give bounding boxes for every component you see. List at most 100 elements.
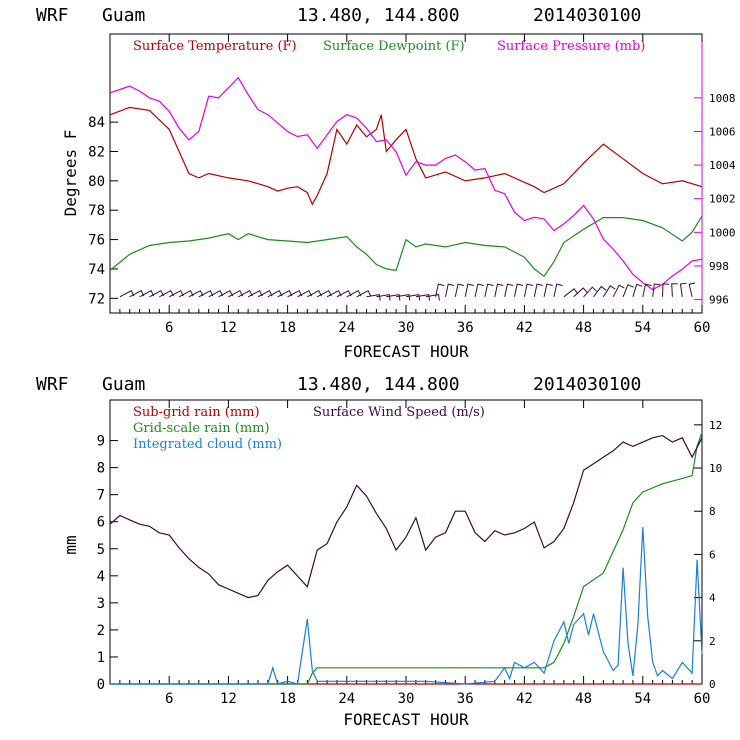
y-tick-label: 80: [88, 174, 105, 190]
precipitation-panel: WRF Guam 13.480, 144.800 2014030100 6 12 1…: [36, 374, 722, 729]
pressure-line: [109, 76, 703, 291]
x-tick-label: 42: [516, 320, 533, 336]
wind-barb: [573, 287, 588, 298]
panel2-init-label: 2014030100: [533, 374, 641, 395]
panel2-y2-ticks: 0 2 4 6 8 10 12: [694, 419, 722, 691]
panel2-site-label: Guam: [102, 374, 145, 395]
wind-barb: [307, 290, 322, 298]
wind-barb: [316, 290, 332, 298]
x-tick-label: 48: [575, 320, 592, 336]
x-tick-label: 60: [694, 320, 711, 336]
wind-barb: [563, 288, 579, 298]
y2-tick-label: 1006: [709, 125, 736, 138]
y-tick-label: 82: [88, 144, 105, 160]
wind-barb: [464, 283, 474, 297]
wind-barb: [178, 290, 194, 298]
panel1-x-ticks: 6 12 18 24 30 36 42 48 54 60: [119, 34, 711, 336]
wind-barb: [247, 290, 263, 298]
panel2-y-axis-label: mm: [61, 535, 80, 554]
panel1-model-label: WRF: [36, 5, 69, 26]
y-tick-label: 76: [88, 233, 105, 249]
panel1-coords-label: 13.480, 144.800: [297, 5, 460, 26]
y-tick-label: 8: [97, 461, 105, 477]
wind-barb: [257, 290, 273, 298]
wind-barb: [346, 290, 362, 298]
wind-barb: [642, 283, 652, 297]
panel1-y-axis-label: Degrees F: [61, 130, 80, 217]
wind-barb: [326, 290, 342, 298]
wind-barb: [632, 283, 643, 297]
y2-tick-label: 2: [709, 635, 716, 648]
legend-gridscale-rain: Grid-scale rain (mm): [133, 421, 270, 436]
gridscale-rain-line: [110, 432, 703, 685]
y-tick-label: 6: [97, 515, 105, 531]
x-tick-label: 18: [279, 320, 296, 336]
wind-barb: [533, 283, 543, 297]
y-tick-label: 7: [97, 488, 105, 504]
x-tick-label: 6: [165, 691, 173, 707]
panel2-x-ticks: 6 12 18 24 30 36 42 48 54 60: [119, 400, 711, 707]
dewpoint-line: [109, 215, 703, 278]
y-tick-label: 0: [97, 677, 105, 693]
y-tick-label: 1: [97, 650, 105, 666]
wind-barb: [445, 283, 455, 297]
wind-barb: [405, 294, 421, 301]
wind-barb: [238, 290, 253, 298]
y-tick-label: 4: [97, 569, 105, 585]
wind-barb: [679, 282, 687, 297]
legend-integrated-cloud: Integrated cloud (mm): [133, 437, 282, 452]
x-tick-label: 24: [338, 691, 355, 707]
x-tick-label: 60: [694, 691, 711, 707]
legend-wind-speed: Surface Wind Speed (m/s): [313, 405, 485, 420]
wind-barb: [287, 290, 303, 298]
temperature-line: [109, 106, 703, 206]
wind-barb: [612, 284, 625, 298]
wind-barb: [474, 283, 484, 297]
y2-tick-label: 6: [709, 548, 716, 561]
wind-barb: [267, 290, 283, 298]
y2-tick-label: 1004: [709, 159, 736, 172]
y-tick-label: 78: [88, 203, 105, 219]
wind-barb: [277, 290, 293, 298]
wind-barb: [297, 290, 313, 298]
wind-speed-line: [109, 434, 703, 599]
x-tick-label: 6: [165, 320, 173, 336]
wind-barb: [198, 290, 214, 298]
y-tick-label: 72: [88, 291, 105, 307]
wind-barb: [652, 283, 661, 297]
wind-barb: [119, 290, 135, 298]
wind-barb: [514, 283, 524, 297]
legend-pressure: Surface Pressure (mb): [497, 39, 645, 54]
wind-barb: [671, 283, 678, 297]
legend-dewpoint: Surface Dewpoint (F): [323, 39, 465, 54]
wind-barb: [218, 290, 234, 298]
wind-barb: [662, 283, 670, 297]
wind-barb: [386, 294, 401, 301]
legend-temperature: Surface Temperature (F): [133, 39, 297, 54]
panel1-y2-ticks: 996 998 1000 1002 1004 1006 1008: [694, 92, 736, 307]
wind-barb: [543, 283, 553, 297]
x-tick-label: 24: [338, 320, 355, 336]
x-tick-label: 48: [575, 691, 592, 707]
wind-barb: [553, 283, 563, 297]
panel1-init-label: 2014030100: [533, 5, 641, 26]
panel1-site-label: Guam: [102, 5, 145, 26]
x-tick-label: 18: [279, 691, 296, 707]
x-tick-label: 36: [457, 320, 474, 336]
y2-tick-label: 998: [709, 260, 729, 273]
wind-barb: [208, 290, 224, 298]
x-tick-label: 12: [220, 320, 237, 336]
y2-tick-label: 12: [709, 419, 722, 432]
x-tick-label: 54: [634, 691, 651, 707]
wind-barb: [129, 290, 145, 298]
y2-tick-label: 0: [709, 678, 716, 691]
wind-barb: [376, 294, 391, 301]
y-tick-label: 84: [88, 115, 105, 131]
wind-barb: [484, 283, 494, 297]
wind-barb: [139, 290, 155, 298]
wind-barb: [366, 294, 381, 301]
y2-tick-label: 996: [709, 294, 729, 307]
wind-barb: [415, 294, 430, 301]
y2-tick-label: 10: [709, 462, 722, 475]
